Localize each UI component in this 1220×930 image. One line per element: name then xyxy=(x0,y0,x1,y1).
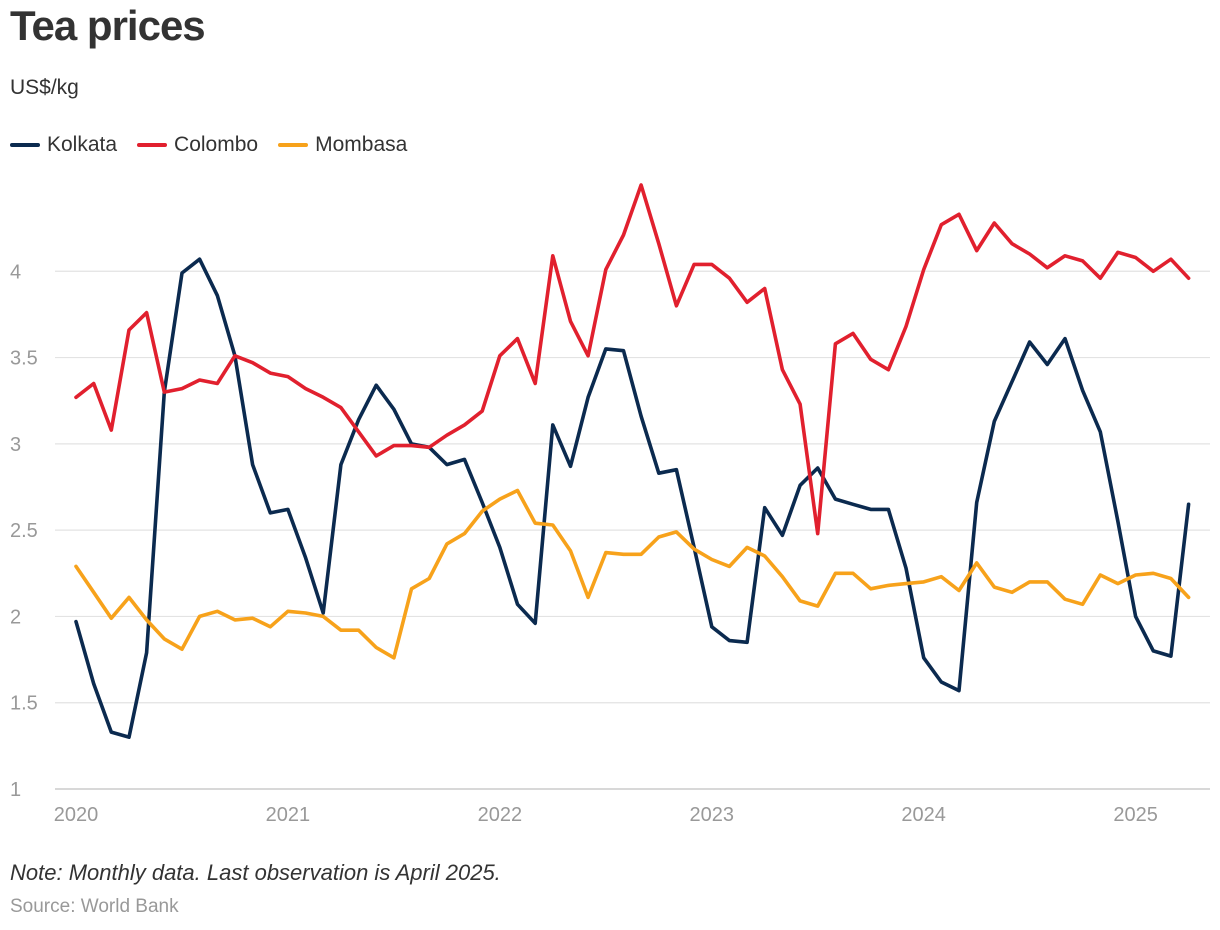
legend-swatch-mombasa xyxy=(278,143,309,147)
legend-label-colombo: Colombo xyxy=(174,133,259,156)
y-tick-label: 1.5 xyxy=(10,693,38,715)
chart-note: Note: Monthly data. Last observation is … xyxy=(10,860,501,885)
y-axis-ticks: 1 1.5 2 2.5 3 3.5 4 xyxy=(10,261,38,801)
legend-swatch-kolkata xyxy=(10,143,40,147)
x-tick-label: 2024 xyxy=(901,804,946,826)
series-line-mombasa xyxy=(74,488,1191,660)
y-tick-label: 2.5 xyxy=(10,520,38,542)
y-tick-label: 4 xyxy=(10,261,21,283)
x-tick-label: 2021 xyxy=(266,804,311,826)
chart-source: Source: World Bank xyxy=(10,896,179,917)
x-tick-label: 2023 xyxy=(690,804,735,826)
y-tick-label: 2 xyxy=(10,606,21,628)
x-tick-label: 2022 xyxy=(478,804,523,826)
chart-subtitle: US$/kg xyxy=(10,76,79,99)
legend-label-kolkata: Kolkata xyxy=(47,133,118,156)
x-tick-label: 2025 xyxy=(1113,804,1158,826)
y-tick-label: 1 xyxy=(10,779,21,801)
series-lines xyxy=(74,183,1191,739)
y-tick-label: 3.5 xyxy=(10,348,38,370)
series-line-kolkata xyxy=(74,257,1191,739)
y-tick-label: 3 xyxy=(10,434,21,456)
x-axis-ticks: 2020 2021 2022 2023 2024 2025 xyxy=(54,804,1158,826)
chart-title: Tea prices xyxy=(10,2,206,49)
legend-label-mombasa: Mombasa xyxy=(315,133,408,156)
series-line-colombo xyxy=(74,183,1191,536)
legend-item-kolkata: Kolkata xyxy=(10,133,117,157)
legend-swatch-colombo xyxy=(137,143,168,147)
legend-item-mombasa: Mombasa xyxy=(278,133,407,157)
legend: Kolkata Colombo Mombasa xyxy=(10,133,407,157)
x-tick-label: 2020 xyxy=(54,804,99,826)
legend-item-colombo: Colombo xyxy=(137,133,258,157)
